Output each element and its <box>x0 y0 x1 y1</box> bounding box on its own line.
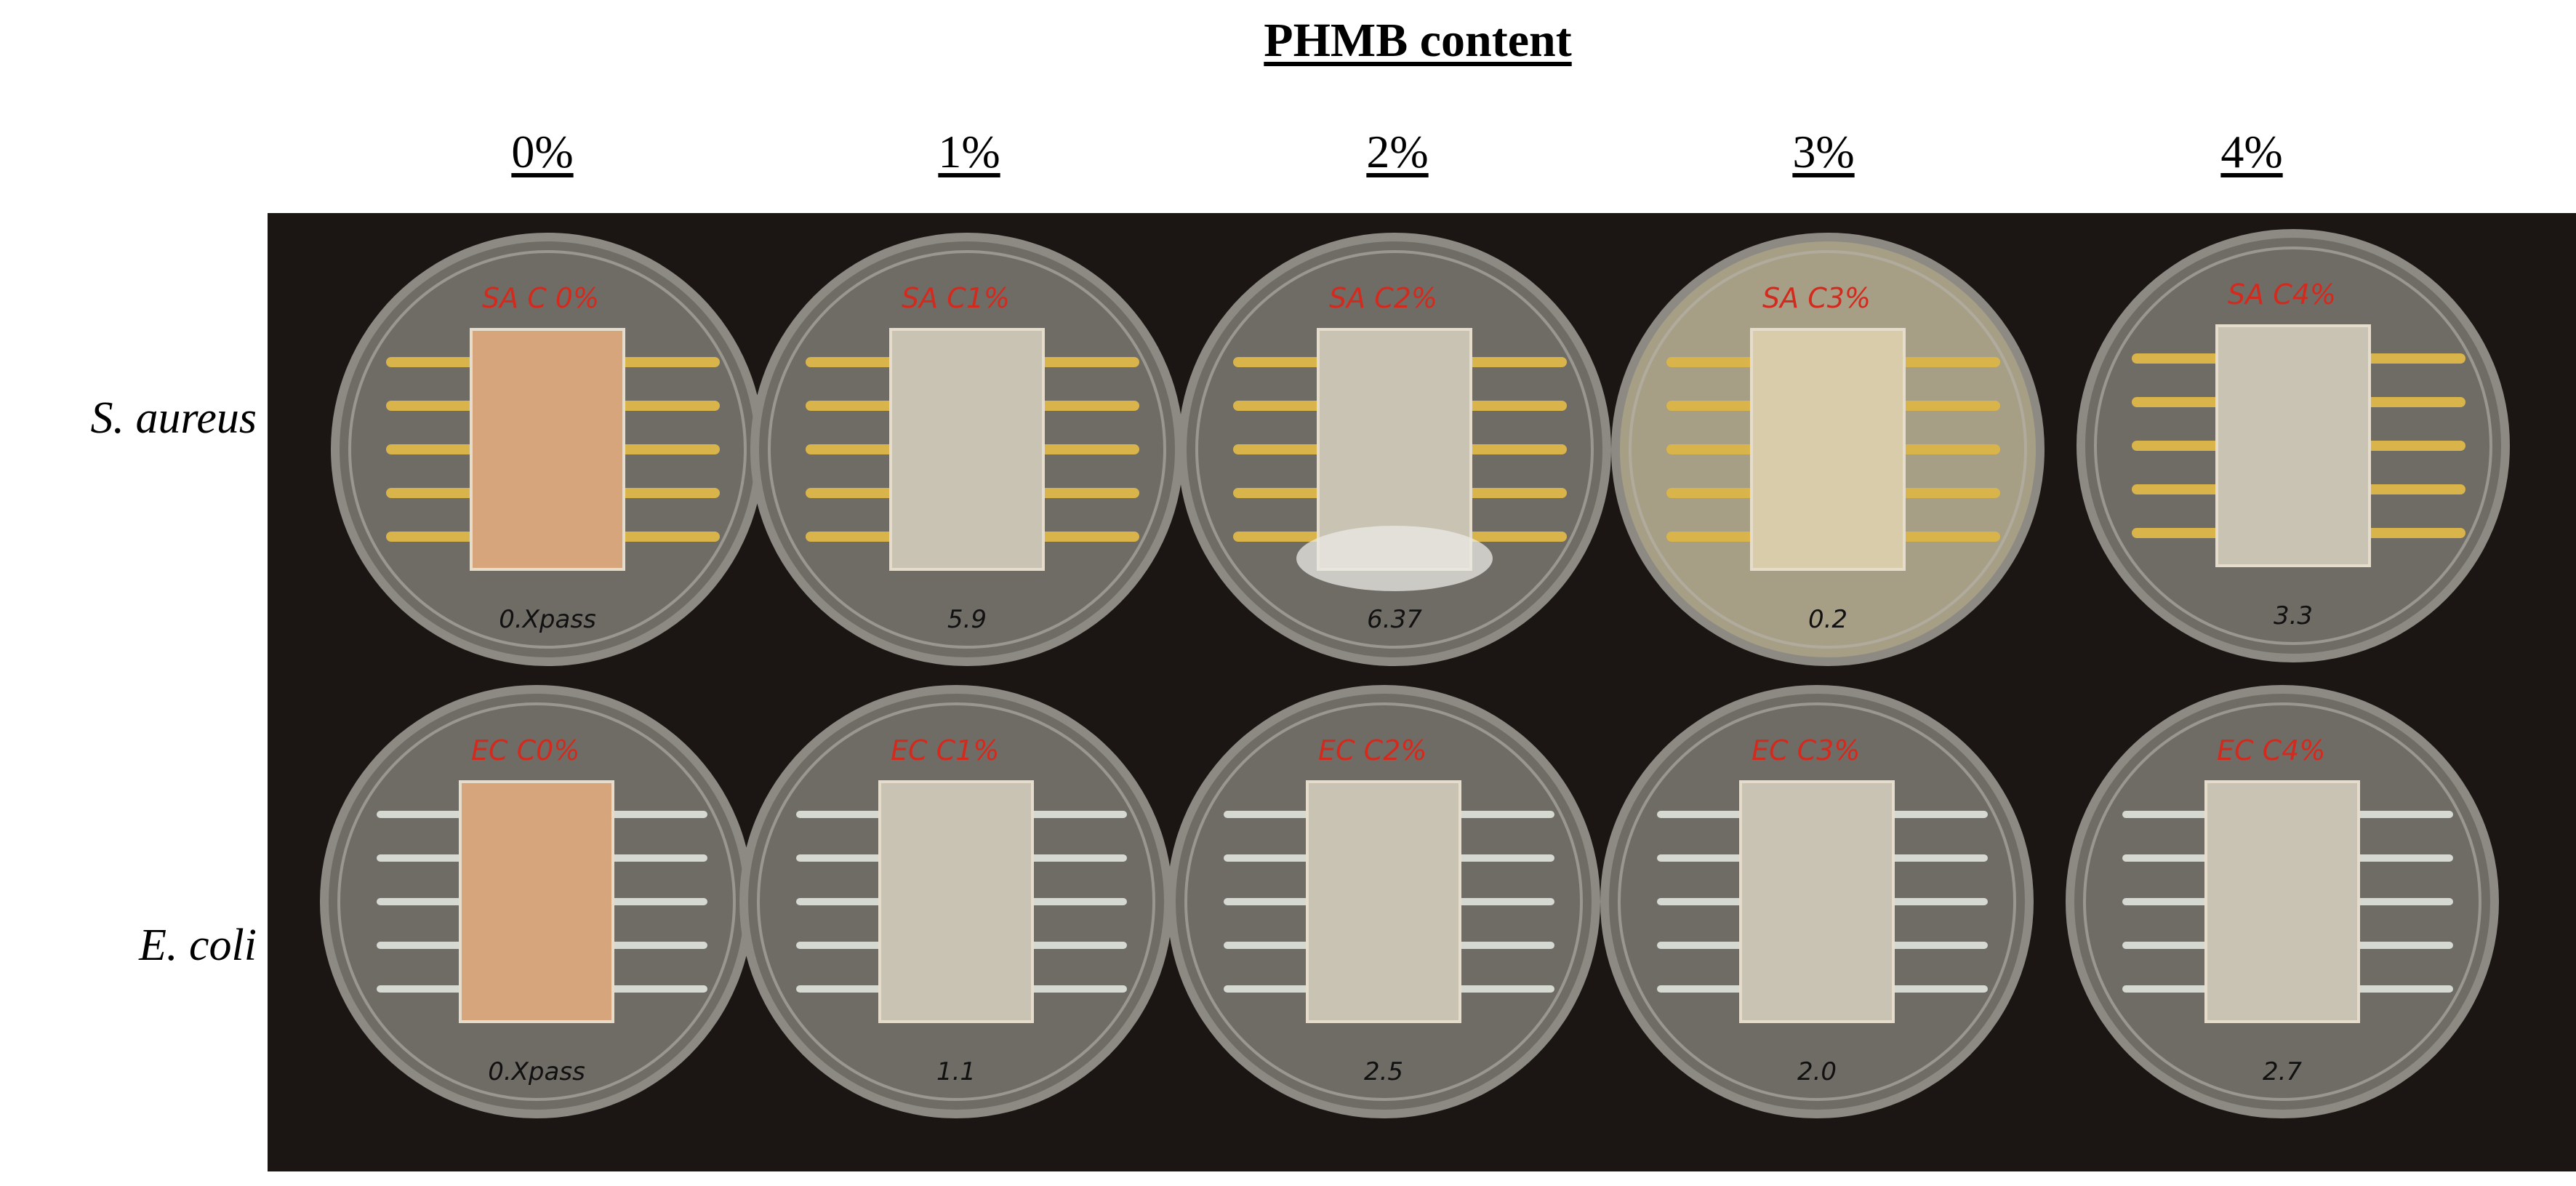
marker-label: EC C4% <box>2217 734 2325 766</box>
dish-inner-ring <box>1184 702 1583 1101</box>
petri-dish: EC C4% 2.7 <box>2066 685 2499 1118</box>
marker-label: EC C1% <box>891 734 999 766</box>
row-label-e-coli: E. coli <box>139 921 257 970</box>
column-label-2: 2% <box>1366 126 1429 177</box>
dish-label: 0.Xpass <box>488 1057 585 1086</box>
marker-label: SA C 0% <box>482 282 599 314</box>
dish-label: 1.1 <box>936 1057 976 1086</box>
marker-label: EC C3% <box>1752 734 1860 766</box>
marker-label: SA C1% <box>902 282 1010 314</box>
petri-dish: EC C3% 2.0 <box>1600 685 2034 1118</box>
dish-label: 5.9 <box>947 605 987 634</box>
marker-label: SA C3% <box>1762 282 1871 314</box>
dish-label: 2.5 <box>1364 1057 1403 1086</box>
dish-inner-ring <box>757 702 1155 1101</box>
column-label-0: 0% <box>511 126 574 177</box>
dish-inner-ring <box>1629 250 2027 649</box>
dish-inner-ring <box>1618 702 2016 1101</box>
dish-inner-ring <box>768 250 1166 649</box>
dish-label: 2.7 <box>2263 1057 2302 1086</box>
marker-label: SA C2% <box>1329 282 1437 314</box>
sample-film <box>878 780 1034 1023</box>
petri-dish: SA C3% 0.2 <box>1611 233 2045 666</box>
sample-film <box>2215 324 2371 567</box>
column-label-1: 1% <box>938 126 1000 177</box>
petri-dish: EC C2% 2.5 <box>1167 685 1600 1118</box>
dish-label: 0.Xpass <box>499 605 596 634</box>
sample-film <box>470 328 625 571</box>
dish-inner-ring <box>348 250 747 649</box>
column-label-4: 4% <box>2220 126 2283 177</box>
dish-label: 2.0 <box>1797 1057 1837 1086</box>
sample-film <box>459 780 614 1023</box>
dish-label: 6.37 <box>1367 605 1422 634</box>
sample-film <box>889 328 1045 571</box>
petri-dish: SA C1% 5.9 <box>750 233 1184 666</box>
dish-label: 0.2 <box>1808 605 1847 634</box>
column-label-3: 3% <box>1792 126 1855 177</box>
dish-label: 3.3 <box>2274 601 2313 630</box>
petri-dish: EC C0% 0.Xpass <box>320 685 753 1118</box>
dish-inner-ring <box>2083 702 2481 1101</box>
petri-dish: SA C 0% 0.Xpass <box>331 233 764 666</box>
marker-label: EC C0% <box>471 734 579 766</box>
petri-dish: SA C4% 3.3 <box>2077 229 2510 662</box>
dish-inner-ring <box>1195 250 1594 649</box>
sample-film <box>1317 328 1472 571</box>
sample-film <box>1739 780 1895 1023</box>
dish-inner-ring <box>2094 247 2492 645</box>
sample-film <box>2204 780 2360 1023</box>
petri-dish: EC C1% 1.1 <box>739 685 1173 1118</box>
marker-label: EC C2% <box>1318 734 1427 766</box>
petri-dish-photo: SA C 0% 0.Xpass SA C1% 5.9 SA C2% 6.37 SA C3% 0… <box>268 213 2576 1171</box>
row-label-s-aureus: S. aureus <box>90 393 257 443</box>
petri-dish: SA C2% 6.37 <box>1178 233 1611 666</box>
sample-film <box>1750 328 1906 571</box>
dish-inner-ring <box>337 702 736 1101</box>
inhibition-zone <box>1296 526 1493 591</box>
sample-film <box>1306 780 1461 1023</box>
marker-label: SA C4% <box>2228 279 2336 310</box>
figure-title: PHMB content <box>1264 14 1572 67</box>
